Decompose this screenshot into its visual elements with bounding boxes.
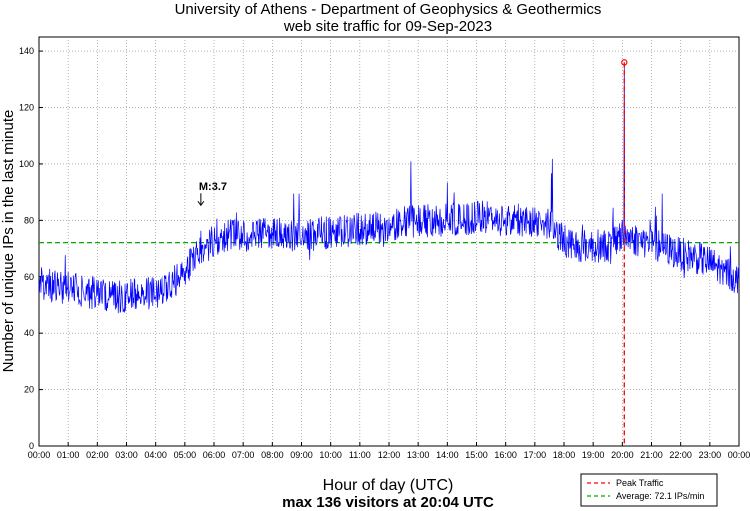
y-axis-label: Number of unique IPs in the last minute — [0, 110, 17, 373]
x-tick-label: 21:00 — [640, 450, 663, 460]
peak-marker — [621, 59, 628, 66]
y-tick-label: 20 — [24, 385, 34, 395]
y-tick-label: 0 — [29, 441, 34, 451]
x-tick-label: 18:00 — [553, 450, 576, 460]
legend: Peak Traffic Average: 72.1 IPs/min — [580, 473, 718, 507]
y-tick-label: 120 — [19, 103, 34, 113]
x-tick-label: 07:00 — [232, 450, 255, 460]
x-tick-label: 16:00 — [494, 450, 517, 460]
chart-subtitle: web site traffic for 09-Sep-2023 — [283, 18, 492, 35]
x-tick-label: 10:00 — [319, 450, 342, 460]
x-tick-label: 03:00 — [115, 450, 138, 460]
max-visitors-note: max 136 visitors at 20:04 UTC — [282, 494, 494, 511]
x-tick-label: 12:00 — [378, 450, 401, 460]
x-axis-label: Hour of day (UTC) — [323, 477, 454, 494]
y-tick-label: 80 — [24, 215, 34, 225]
x-tick-label: 05:00 — [174, 450, 197, 460]
traffic-series-line — [38, 62, 740, 314]
series-group — [38, 62, 740, 314]
x-tick-label: 15:00 — [465, 450, 488, 460]
x-tick-label: 19:00 — [582, 450, 605, 460]
y-tick-label: 60 — [24, 272, 34, 282]
x-tick-label: 11:00 — [349, 450, 371, 460]
x-tick-label: 22:00 — [669, 450, 692, 460]
legend-average-label: Average: 72.1 IPs/min — [616, 491, 704, 501]
x-tick-label: 08:00 — [261, 450, 284, 460]
x-tick-label: 04:00 — [144, 450, 167, 460]
y-axis-ticks: 0 20 40 60 80 100 120 140 — [19, 46, 43, 451]
x-tick-label: 01:00 — [57, 450, 80, 460]
x-tick-label: 17:00 — [524, 450, 547, 460]
x-tick-label: 23:00 — [699, 450, 722, 460]
x-tick-label: 00:00 — [728, 450, 750, 460]
peak-group — [621, 59, 628, 446]
x-tick-label: 02:00 — [86, 450, 109, 460]
x-tick-label: 13:00 — [407, 450, 430, 460]
chart-title: University of Athens - Department of Geo… — [175, 1, 602, 18]
annotation-group: M:3.7 — [197, 181, 227, 207]
y-tick-label: 40 — [24, 328, 34, 338]
x-axis-ticks: 00:00 01:00 02:00 03:00 04:00 05:00 06:00 07:00… — [28, 442, 750, 460]
x-tick-label: 06:00 — [203, 450, 226, 460]
x-tick-label: 09:00 — [290, 450, 313, 460]
x-tick-label: 00:00 — [28, 450, 51, 460]
y-tick-label: 100 — [19, 159, 34, 169]
x-tick-label: 20:00 — [611, 450, 634, 460]
annotation-arrow-head — [197, 200, 205, 207]
x-tick-label: 14:00 — [436, 450, 459, 460]
y-tick-label: 140 — [19, 46, 34, 56]
annotation-label: M:3.7 — [199, 181, 227, 193]
legend-peak-label: Peak Traffic — [616, 478, 664, 488]
